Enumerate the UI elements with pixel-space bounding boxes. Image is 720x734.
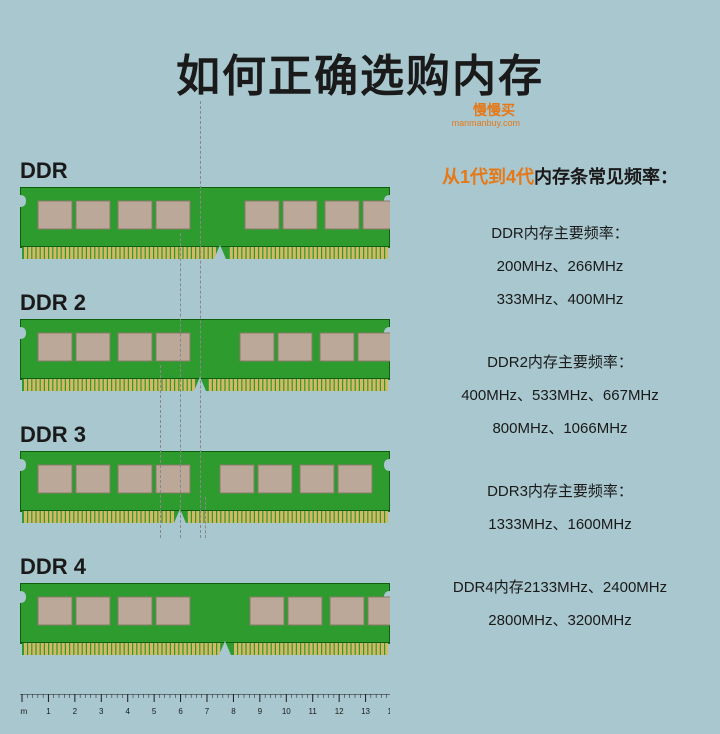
freq-block: DDR3内存主要频率：1333MHz、1600MHz bbox=[420, 475, 700, 541]
ram-block: DDR bbox=[20, 158, 400, 270]
svg-text:5: 5 bbox=[152, 707, 157, 716]
svg-text:3: 3 bbox=[99, 707, 104, 716]
subtitle: 从1代到4代内存条常见频率： bbox=[420, 163, 700, 189]
ram-diagram-column: DDR DDR 2 DDR 3 DDR 4 bbox=[20, 158, 400, 723]
page-title: 如何正确选购内存 bbox=[0, 0, 720, 104]
content-row: DDR DDR 2 DDR 3 DDR 4 bbox=[0, 128, 720, 723]
svg-text:1: 1 bbox=[46, 707, 51, 716]
watermark-url: manmanbuy.com bbox=[0, 118, 720, 128]
svg-text:4: 4 bbox=[125, 707, 130, 716]
freq-line: DDR2内存主要频率： bbox=[420, 346, 700, 379]
freq-line: DDR内存主要频率： bbox=[420, 217, 700, 250]
svg-text:8: 8 bbox=[231, 707, 236, 716]
ram-block: DDR 2 bbox=[20, 290, 400, 402]
svg-text:6: 6 bbox=[178, 707, 183, 716]
freq-line: 400MHz、533MHz、667MHz bbox=[420, 379, 700, 412]
svg-text:cm: cm bbox=[20, 707, 28, 716]
freq-line: DDR3内存主要频率： bbox=[420, 475, 700, 508]
ram-label: DDR 2 bbox=[20, 290, 400, 316]
ram-module-svg bbox=[20, 187, 390, 265]
svg-text:10: 10 bbox=[282, 707, 291, 716]
freq-line: 1333MHz、1600MHz bbox=[420, 508, 700, 541]
ram-block: DDR 3 bbox=[20, 422, 400, 534]
svg-text:11: 11 bbox=[309, 707, 318, 716]
subtitle-prefix: 从1代到4代 bbox=[442, 167, 534, 187]
freq-line: 2800MHz、3200MHz bbox=[420, 604, 700, 637]
svg-text:7: 7 bbox=[205, 707, 210, 716]
ram-block: DDR 4 bbox=[20, 554, 400, 666]
frequency-column: 从1代到4代内存条常见频率： DDR内存主要频率：200MHz、266MHz33… bbox=[400, 158, 700, 723]
freq-line: DDR4内存2133MHz、2400MHz bbox=[420, 571, 700, 604]
freq-block: DDR4内存2133MHz、2400MHz2800MHz、3200MHz bbox=[420, 571, 700, 637]
svg-text:13: 13 bbox=[361, 707, 370, 716]
svg-text:2: 2 bbox=[73, 707, 78, 716]
ram-label: DDR 3 bbox=[20, 422, 400, 448]
freq-line: 800MHz、1066MHz bbox=[420, 412, 700, 445]
svg-text:14: 14 bbox=[388, 707, 390, 716]
svg-text:9: 9 bbox=[258, 707, 263, 716]
freq-block: DDR2内存主要频率：400MHz、533MHz、667MHz800MHz、10… bbox=[420, 346, 700, 445]
freq-line: 200MHz、266MHz bbox=[420, 250, 700, 283]
ruler: cm1234567891011121314 bbox=[20, 694, 390, 718]
ram-module-svg bbox=[20, 451, 390, 529]
svg-text:12: 12 bbox=[335, 707, 344, 716]
ram-module-svg bbox=[20, 583, 390, 661]
freq-line: 333MHz、400MHz bbox=[420, 283, 700, 316]
subtitle-suffix: 内存条常见频率： bbox=[534, 167, 678, 187]
ram-label: DDR 4 bbox=[20, 554, 400, 580]
freq-block: DDR内存主要频率：200MHz、266MHz333MHz、400MHz bbox=[420, 217, 700, 316]
ram-module-svg bbox=[20, 319, 390, 397]
ram-label: DDR bbox=[20, 158, 400, 184]
